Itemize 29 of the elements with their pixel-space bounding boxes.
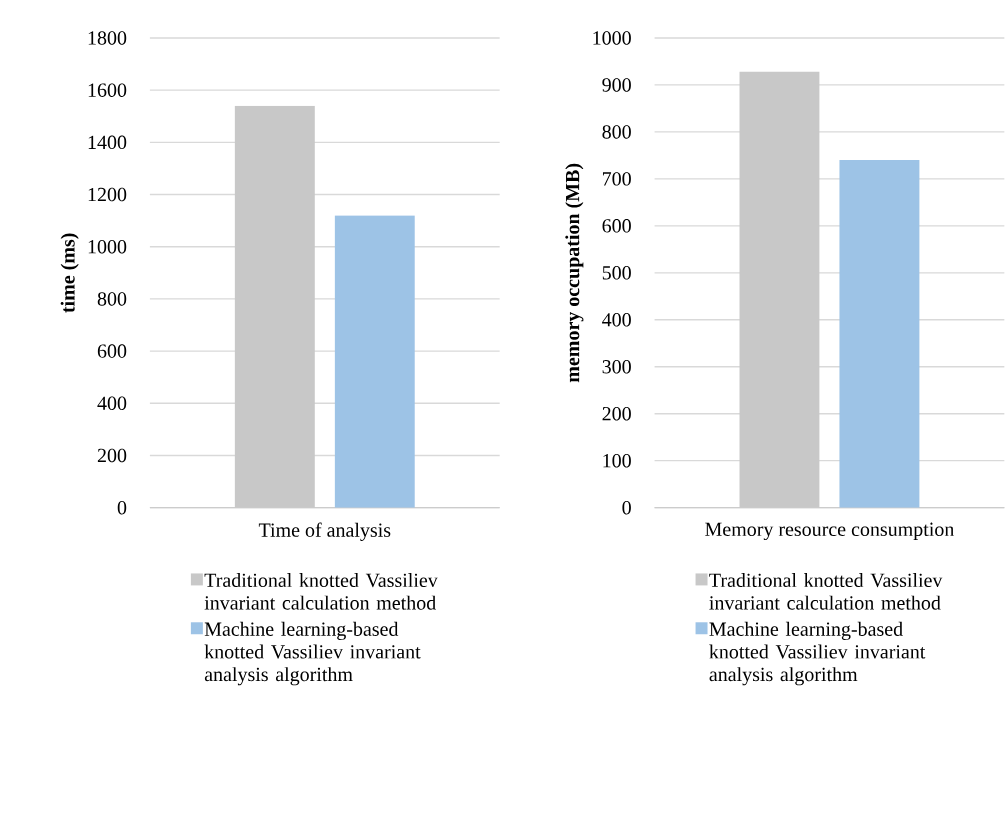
- y-tick-label: 300: [602, 359, 631, 374]
- y-axis-title: memory occupation (MB): [565, 163, 584, 382]
- y-tick-label: 1200: [88, 187, 127, 202]
- y-tick-label: 500: [602, 265, 631, 280]
- x-tick-label: Time of analysis: [258, 522, 391, 541]
- y-tick-label: 100: [603, 453, 631, 468]
- y-tick-label: 1800: [88, 31, 127, 45]
- y-tick-label: 1600: [88, 83, 127, 97]
- legend-label: Machine learning-based knotted Vassiliev invariant analysis algorithm: [709, 621, 926, 686]
- y-tick-label: 200: [602, 406, 631, 421]
- y-tick-label: 0: [117, 500, 127, 515]
- y-tick-label: 800: [602, 124, 631, 139]
- legend-label: Machine learning-based knotted Vassiliev invariant analysis algorithm: [204, 621, 421, 686]
- y-tick-label: 800: [97, 291, 127, 306]
- y-tick-label: 600: [602, 218, 631, 233]
- x-tick-label: Memory resource consumption: [705, 522, 955, 540]
- y-tick-label: 900: [602, 77, 631, 92]
- y-tick-label: 1400: [88, 135, 127, 149]
- legend-label: Traditional knotted Vassiliev invariant calculation method: [204, 572, 438, 610]
- y-tick-label: 200: [97, 448, 127, 462]
- y-tick-label: 0: [622, 500, 631, 515]
- y-tick-label: 400: [97, 396, 127, 410]
- y-tick-label: 1000: [88, 239, 127, 254]
- y-axis-title: time (ms): [60, 233, 79, 313]
- legend-label: Traditional knotted Vassiliev invariant calculation method: [709, 572, 943, 610]
- y-tick-label: 1000: [593, 31, 631, 45]
- y-tick-label: 400: [602, 312, 631, 327]
- y-tick-label: 700: [602, 171, 631, 186]
- y-tick-label: 600: [97, 344, 127, 358]
